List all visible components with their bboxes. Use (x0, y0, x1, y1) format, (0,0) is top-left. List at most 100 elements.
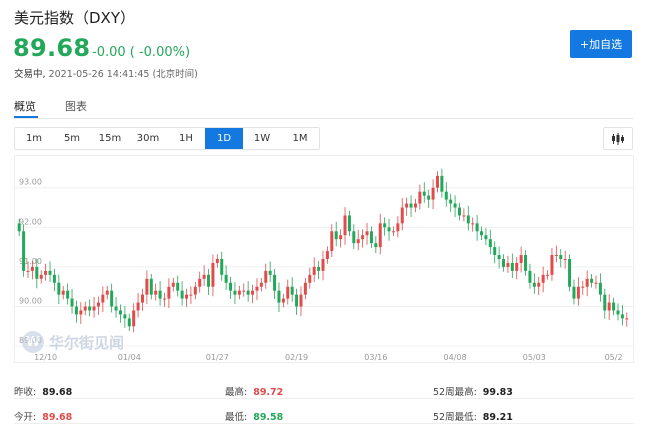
candle-body (198, 278, 202, 287)
candle-body (233, 290, 237, 295)
candle-body (105, 290, 109, 295)
trading-status: 交易中, 2021-05-26 14:41:45 (北京时间) (14, 66, 198, 80)
candle-body (400, 207, 404, 224)
candle-body (532, 282, 536, 287)
candle-body (559, 255, 563, 259)
candle-body (387, 227, 391, 232)
chart-type-button[interactable] (603, 127, 633, 150)
candle-body (242, 290, 246, 292)
x-tick-label: 01/04 (118, 353, 141, 362)
candle-body (374, 243, 378, 248)
candlestick-chart: 93.0092.0091.0090.0089.0012/1001/0401/27… (15, 168, 633, 362)
stat-value: 89.72 (253, 387, 284, 398)
candle-body (299, 294, 303, 307)
period-1w[interactable]: 1W (253, 133, 271, 144)
candle-body (546, 274, 550, 276)
candle-body (598, 282, 602, 295)
candle-body (612, 302, 616, 311)
candle-body (528, 270, 532, 283)
period-30m[interactable]: 30m (136, 133, 160, 144)
candle-body (110, 290, 114, 307)
candle-body (361, 235, 365, 240)
candle-body (167, 286, 171, 299)
candle-body (413, 203, 417, 208)
tab-overview[interactable]: 概览 (14, 100, 36, 113)
y-tick-label: 92.00 (19, 217, 42, 226)
candle-body (114, 306, 118, 311)
candle-body (96, 302, 100, 307)
candle-body (264, 270, 268, 283)
stat-label: 最低: (225, 412, 248, 423)
candle-body (607, 302, 611, 311)
candle-body (537, 282, 541, 287)
candle-body (391, 231, 395, 233)
candle-body (162, 298, 166, 300)
candle-body (295, 294, 299, 307)
add-watchlist-button[interactable]: +加自选 (570, 30, 632, 58)
candle-body (286, 286, 290, 299)
candle-body (17, 223, 21, 232)
candle-body (136, 302, 140, 311)
candle-body (57, 282, 61, 295)
candle-body (427, 195, 431, 200)
candle-body (149, 278, 153, 295)
candle-body (255, 286, 259, 291)
candle-body (480, 231, 484, 236)
candle-body (259, 282, 263, 287)
candle-body (502, 259, 506, 267)
price-chart[interactable]: 93.0092.0091.0090.0089.0012/1001/0401/27… (14, 155, 634, 363)
candle-body (356, 239, 360, 244)
candle-body (383, 223, 387, 228)
candle-body (457, 207, 461, 216)
candle-body (334, 231, 338, 240)
candle-body (484, 235, 488, 240)
candle-body (422, 191, 426, 196)
candle-body (431, 187, 435, 200)
candle-body (303, 282, 307, 295)
stat-label: 昨收: (14, 387, 37, 398)
candle-body (497, 255, 501, 259)
candle-body (30, 266, 34, 271)
candle-body (506, 262, 510, 267)
candle-body (171, 282, 175, 287)
candle-body (576, 286, 580, 299)
candle-body (554, 255, 558, 257)
candle-body (449, 199, 453, 204)
candle-body (268, 270, 272, 275)
candle-body (48, 270, 52, 275)
tab-chart[interactable]: 图表 (65, 100, 87, 113)
candle-body (603, 294, 607, 311)
candle-body (251, 290, 255, 295)
period-5m[interactable]: 5m (63, 133, 81, 144)
period-1d[interactable]: 1D (205, 128, 243, 149)
stat-open: 今开: 89.68 (14, 405, 72, 424)
candle-body (590, 278, 594, 283)
y-tick-label: 93.00 (19, 178, 42, 187)
candle-body (396, 223, 400, 232)
candle-body (471, 223, 475, 225)
candle-body (339, 235, 343, 240)
candle-body (594, 282, 598, 284)
stat-label: 52周最低: (433, 412, 477, 423)
candle-body (409, 203, 413, 208)
period-1m[interactable]: 1m (25, 133, 43, 144)
x-tick-label: 05/03 (523, 353, 546, 362)
stat-value: 99.83 (482, 387, 513, 398)
candle-body (620, 314, 624, 319)
candle-body (365, 231, 369, 236)
candle-body (378, 223, 382, 248)
period-1mo[interactable]: 1M (292, 133, 308, 144)
candle-body (510, 262, 514, 271)
candle-body (215, 259, 219, 263)
x-tick-label: 05/2 (605, 353, 623, 362)
candle-body (519, 255, 523, 263)
candle-body (101, 294, 105, 303)
candle-body (440, 175, 444, 192)
x-tick-label: 01/27 (206, 353, 229, 362)
candle-body (22, 231, 26, 271)
active-tab-indicator (14, 116, 38, 118)
candle-body (180, 290, 184, 299)
period-15m[interactable]: 15m (98, 133, 122, 144)
period-1h[interactable]: 1H (179, 133, 193, 144)
status-label: 交易中, (14, 69, 46, 80)
